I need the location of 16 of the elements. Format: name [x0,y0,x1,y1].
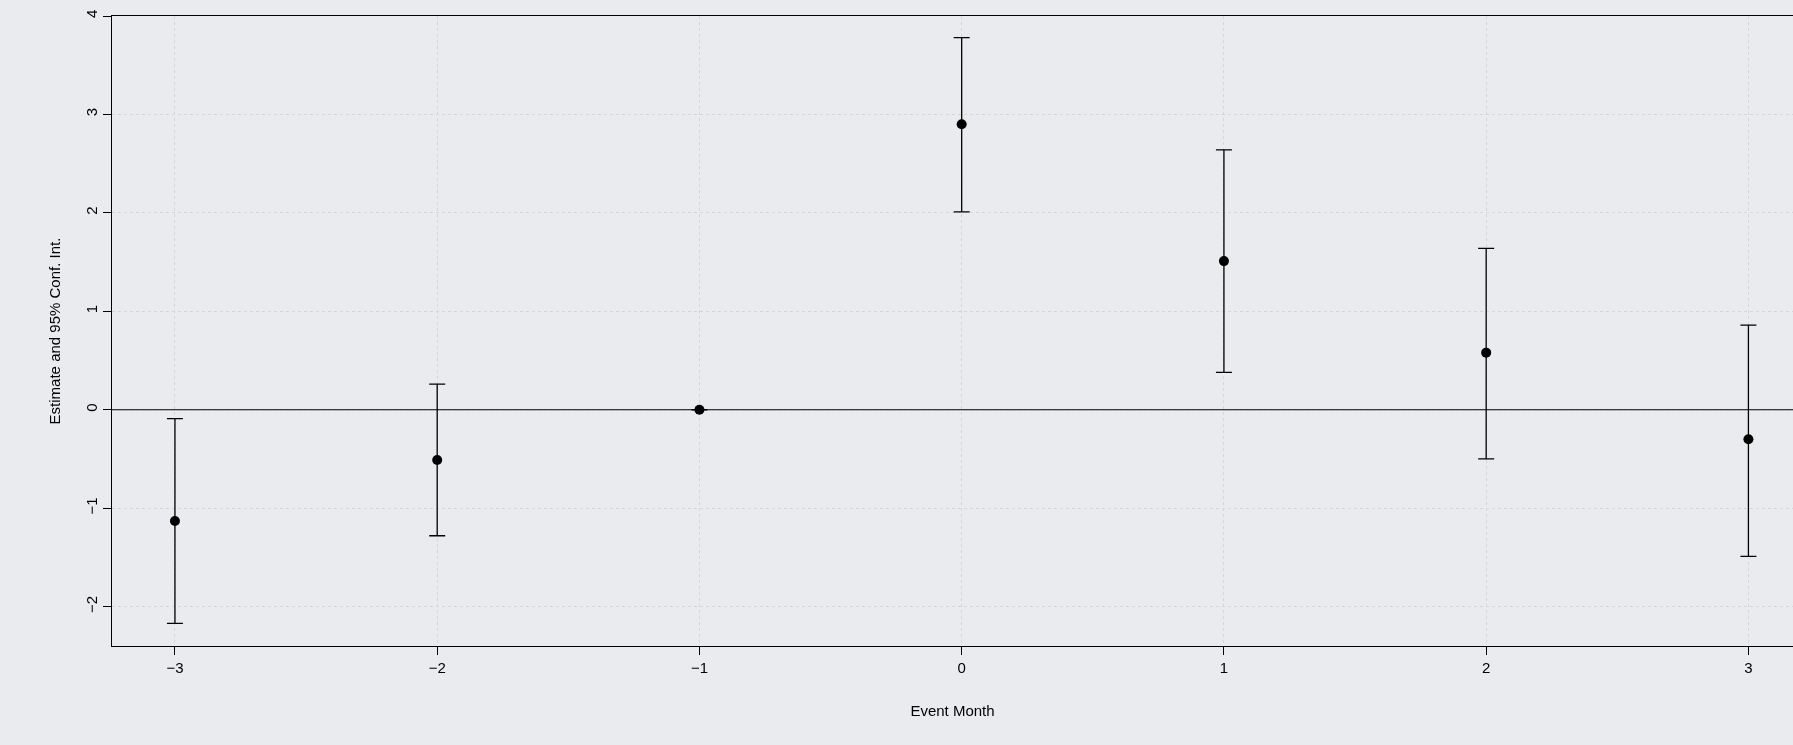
y-tick-label: 4 [83,9,100,18]
x-tick-label: −2 [428,659,446,676]
y-tick-label: 2 [83,206,100,215]
x-tick-label: 1 [1219,659,1229,676]
x-tick-label: 3 [1744,659,1753,676]
y-tick-label: −2 [83,595,100,613]
x-tick-label: −1 [690,659,708,676]
y-tick-label: 0 [83,403,100,412]
y-tick-label: −1 [83,497,100,515]
y-axis-title: Estimate and 95% Conf. Int. [46,237,64,425]
x-tick-label: −3 [166,659,184,676]
y-tick-label: 1 [83,304,100,314]
x-tick-label: 2 [1482,659,1491,676]
x-tick-label: 0 [957,659,966,676]
x-axis-title: Event Month [910,702,995,719]
y-tick-label: 3 [83,108,100,117]
